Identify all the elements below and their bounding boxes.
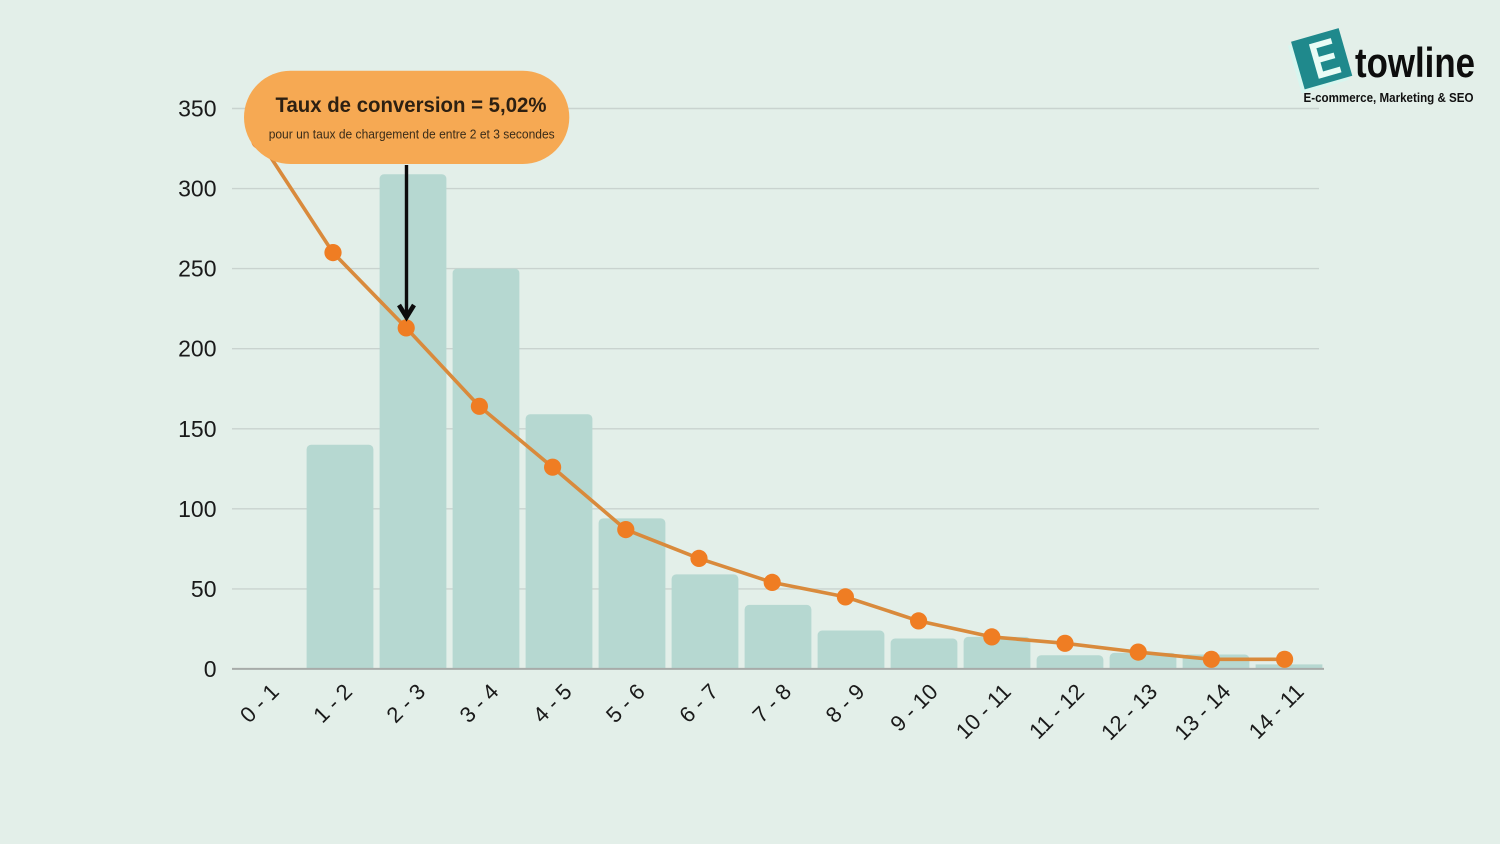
- svg-text:towline: towline: [1355, 39, 1475, 86]
- svg-text:200: 200: [178, 336, 216, 362]
- svg-text:150: 150: [178, 416, 216, 442]
- svg-text:Taux de conversion = 5,02%: Taux de conversion = 5,02%: [276, 93, 547, 117]
- svg-text:pour un taux de chargement de: pour un taux de chargement de entre 2 et…: [269, 128, 555, 142]
- svg-text:350: 350: [178, 96, 216, 122]
- svg-text:300: 300: [178, 176, 216, 202]
- svg-text:100: 100: [178, 496, 216, 522]
- svg-text:250: 250: [178, 256, 216, 282]
- svg-text:E-commerce, Marketing & SEO: E-commerce, Marketing & SEO: [1304, 90, 1474, 105]
- svg-text:50: 50: [191, 576, 217, 602]
- svg-text:0: 0: [204, 656, 217, 682]
